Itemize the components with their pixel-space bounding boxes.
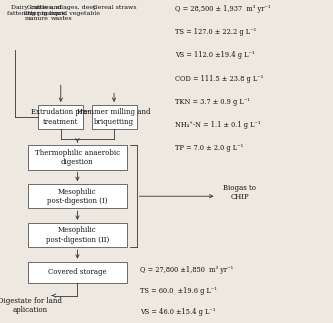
Text: VS = 112.0 ±19.4 g L⁻¹: VS = 112.0 ±19.4 g L⁻¹ (175, 51, 254, 59)
Text: Covered storage: Covered storage (48, 268, 107, 276)
Text: Biogas to
CHIP: Biogas to CHIP (223, 183, 256, 201)
Text: Cereal straws: Cereal straws (93, 5, 137, 10)
FancyBboxPatch shape (28, 262, 127, 283)
Text: Q = 28,500 ± 1,937  m³ yr⁻¹: Q = 28,500 ± 1,937 m³ yr⁻¹ (175, 5, 270, 13)
Text: Mesophilic
post-digestion (I): Mesophilic post-digestion (I) (47, 188, 108, 205)
FancyBboxPatch shape (28, 223, 127, 247)
FancyBboxPatch shape (28, 145, 127, 170)
Text: TKN = 3.7 ± 0.9 g L⁻¹: TKN = 3.7 ± 0.9 g L⁻¹ (175, 98, 250, 106)
Text: Grasses, silages, deep
litter manure, vegetable
wastes: Grasses, silages, deep litter manure, ve… (24, 5, 100, 21)
Text: VS = 46.0 ±15.4 g L⁻¹: VS = 46.0 ±15.4 g L⁻¹ (140, 308, 215, 317)
Text: Mesophilic
post-digestion (II): Mesophilic post-digestion (II) (46, 226, 109, 244)
FancyBboxPatch shape (28, 184, 127, 208)
Text: Digestate for land
aplication: Digestate for land aplication (0, 297, 62, 314)
FancyBboxPatch shape (92, 105, 137, 129)
FancyBboxPatch shape (38, 105, 83, 129)
Text: COD = 111.5 ± 23.8 g L⁻¹: COD = 111.5 ± 23.8 g L⁻¹ (175, 75, 263, 83)
Text: Q = 27,800 ±1,850  m³ yr⁻¹: Q = 27,800 ±1,850 m³ yr⁻¹ (140, 266, 233, 275)
Text: TS = 127.0 ± 22.2 g L⁻¹: TS = 127.0 ± 22.2 g L⁻¹ (175, 28, 256, 36)
Text: TP = 7.0 ± 2.0 g L⁻¹: TP = 7.0 ± 2.0 g L⁻¹ (175, 144, 243, 152)
Text: Thermophilic anaerobic
digestion: Thermophilic anaerobic digestion (35, 149, 120, 166)
Text: Dairy cattle and
fattening pig liquid
manure: Dairy cattle and fattening pig liquid ma… (7, 5, 67, 21)
Text: NH₄⁺-N = 1.1 ± 0.1 g L⁻¹: NH₄⁺-N = 1.1 ± 0.1 g L⁻¹ (175, 121, 260, 129)
Text: Hammer milling and
briquetting: Hammer milling and briquetting (77, 109, 151, 126)
Text: Extrudation pre-
treatment: Extrudation pre- treatment (31, 109, 90, 126)
Text: TS = 60.0  ±19.6 g L⁻¹: TS = 60.0 ±19.6 g L⁻¹ (140, 287, 217, 296)
